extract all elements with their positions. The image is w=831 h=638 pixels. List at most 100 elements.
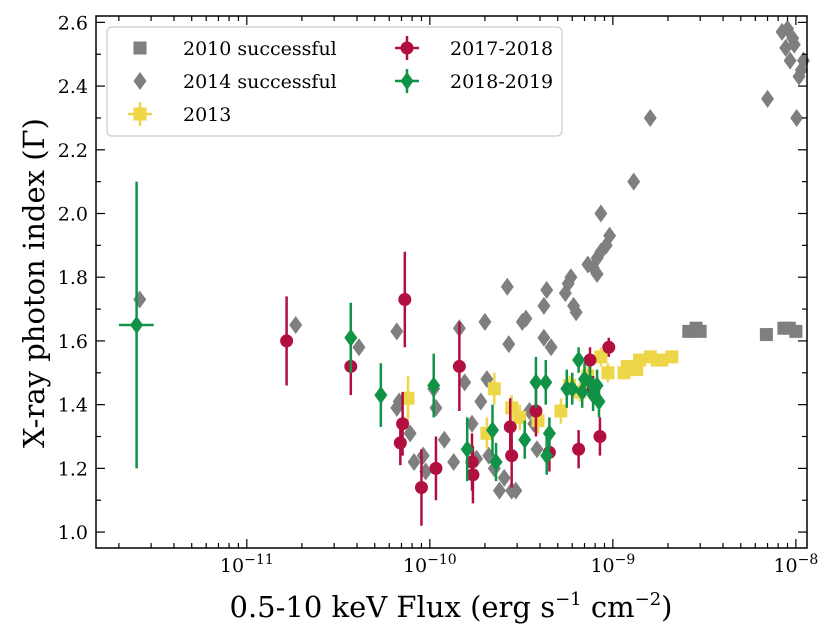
data-point: [583, 353, 597, 367]
data-point: [665, 350, 679, 364]
data-point: [601, 366, 615, 380]
data-point: [452, 359, 466, 373]
data-point: [540, 280, 554, 299]
data-point: [458, 373, 472, 392]
data-point: [564, 268, 578, 287]
data-point: [567, 296, 581, 315]
x-tick-label: 10−9: [590, 552, 635, 577]
y-tick-label: 2.4: [58, 76, 88, 98]
data-point: [429, 398, 443, 417]
data-point: [590, 265, 604, 284]
data-point: [414, 480, 428, 494]
legend-marker: [400, 72, 414, 90]
data-point: [761, 89, 775, 108]
data-point: [486, 421, 500, 440]
data-point: [537, 296, 551, 315]
data-point: [465, 414, 479, 433]
legend-label: 2010 successful: [183, 38, 337, 60]
legend-item: 2013: [128, 102, 231, 126]
legend-item: 2018-2019: [395, 69, 553, 93]
data-point: [492, 481, 506, 500]
data-point: [539, 373, 553, 392]
data-point: [487, 382, 501, 396]
data-point: [466, 468, 480, 482]
legend-marker: [133, 72, 147, 90]
legend-label: 2013: [183, 104, 231, 126]
data-point: [529, 404, 543, 418]
data-point: [544, 338, 558, 357]
y-tick-label: 1.6: [58, 331, 88, 353]
series-2014-successful: [133, 19, 810, 500]
data-point: [594, 204, 608, 223]
data-point: [594, 350, 608, 364]
data-point: [590, 376, 604, 395]
legend-item: 2010 successful: [133, 38, 337, 60]
plot-frame: [95, 15, 808, 549]
data-point: [693, 324, 707, 338]
data-point: [783, 51, 797, 70]
x-tick-labels: 10−11 10−10 10−9 10−8: [220, 552, 818, 577]
data-point: [427, 376, 441, 395]
data-point: [572, 442, 586, 456]
x-tick-label: 10−10: [403, 552, 457, 577]
data-point: [572, 351, 586, 370]
legend-label: 2014 successful: [183, 71, 337, 93]
y-tick-label: 2.2: [58, 140, 88, 162]
data-point: [633, 353, 647, 367]
data-point: [519, 309, 533, 328]
data-point: [447, 452, 461, 471]
y-tick-label: 1.8: [58, 267, 88, 289]
data-point: [407, 452, 421, 471]
data-point: [502, 335, 516, 354]
data-point: [401, 391, 415, 405]
legend-item: 2017-2018: [395, 36, 553, 60]
legend-item: 2014 successful: [133, 71, 337, 93]
data-point: [554, 404, 568, 418]
data-point: [390, 322, 404, 341]
legend-box: [106, 26, 563, 137]
x-tick-label: 10−8: [773, 552, 818, 577]
data-point: [530, 440, 544, 459]
axis-ticks: [96, 16, 807, 548]
data-point: [390, 398, 404, 417]
data-point: [794, 61, 808, 80]
y-tick-label: 2.0: [58, 204, 88, 226]
data-point: [602, 340, 616, 354]
data-point: [529, 373, 543, 392]
legend-label: 2018-2019: [450, 71, 553, 93]
data-point: [396, 417, 410, 431]
data-point: [460, 440, 474, 459]
data-point: [655, 353, 669, 367]
series-2018-2019: [118, 181, 606, 482]
data-point: [537, 328, 551, 347]
data-point: [787, 35, 801, 54]
data-point: [500, 277, 514, 296]
legend-marker: [133, 41, 147, 55]
legend-marker: [133, 107, 147, 121]
data-point: [489, 452, 503, 471]
data-point: [565, 379, 579, 398]
y-tick-labels: 1.0 1.2 1.4 1.6 1.8 2.0 2.2 2.4 2.6: [58, 12, 88, 544]
data-point: [289, 316, 303, 335]
data-point: [503, 420, 517, 434]
data-point: [437, 430, 451, 449]
data-point: [374, 386, 388, 405]
data-point: [603, 226, 617, 245]
data-point: [429, 461, 443, 475]
data-point: [403, 424, 417, 443]
data-layer: [118, 19, 810, 526]
data-point: [280, 334, 294, 348]
data-point: [643, 108, 657, 127]
data-point: [627, 172, 641, 191]
legend: 2010 successful 2014 successful 2013 2017-2…: [106, 26, 563, 137]
legend-label: 2017-2018: [450, 38, 553, 60]
legend-marker: [400, 41, 414, 55]
y-axis-label: X-ray photon index (Γ): [17, 118, 51, 448]
data-point: [759, 328, 773, 342]
y-tick-label: 1.4: [58, 395, 88, 417]
data-point: [513, 410, 527, 424]
data-point: [478, 312, 492, 331]
data-point: [518, 430, 532, 449]
data-point: [497, 468, 511, 487]
